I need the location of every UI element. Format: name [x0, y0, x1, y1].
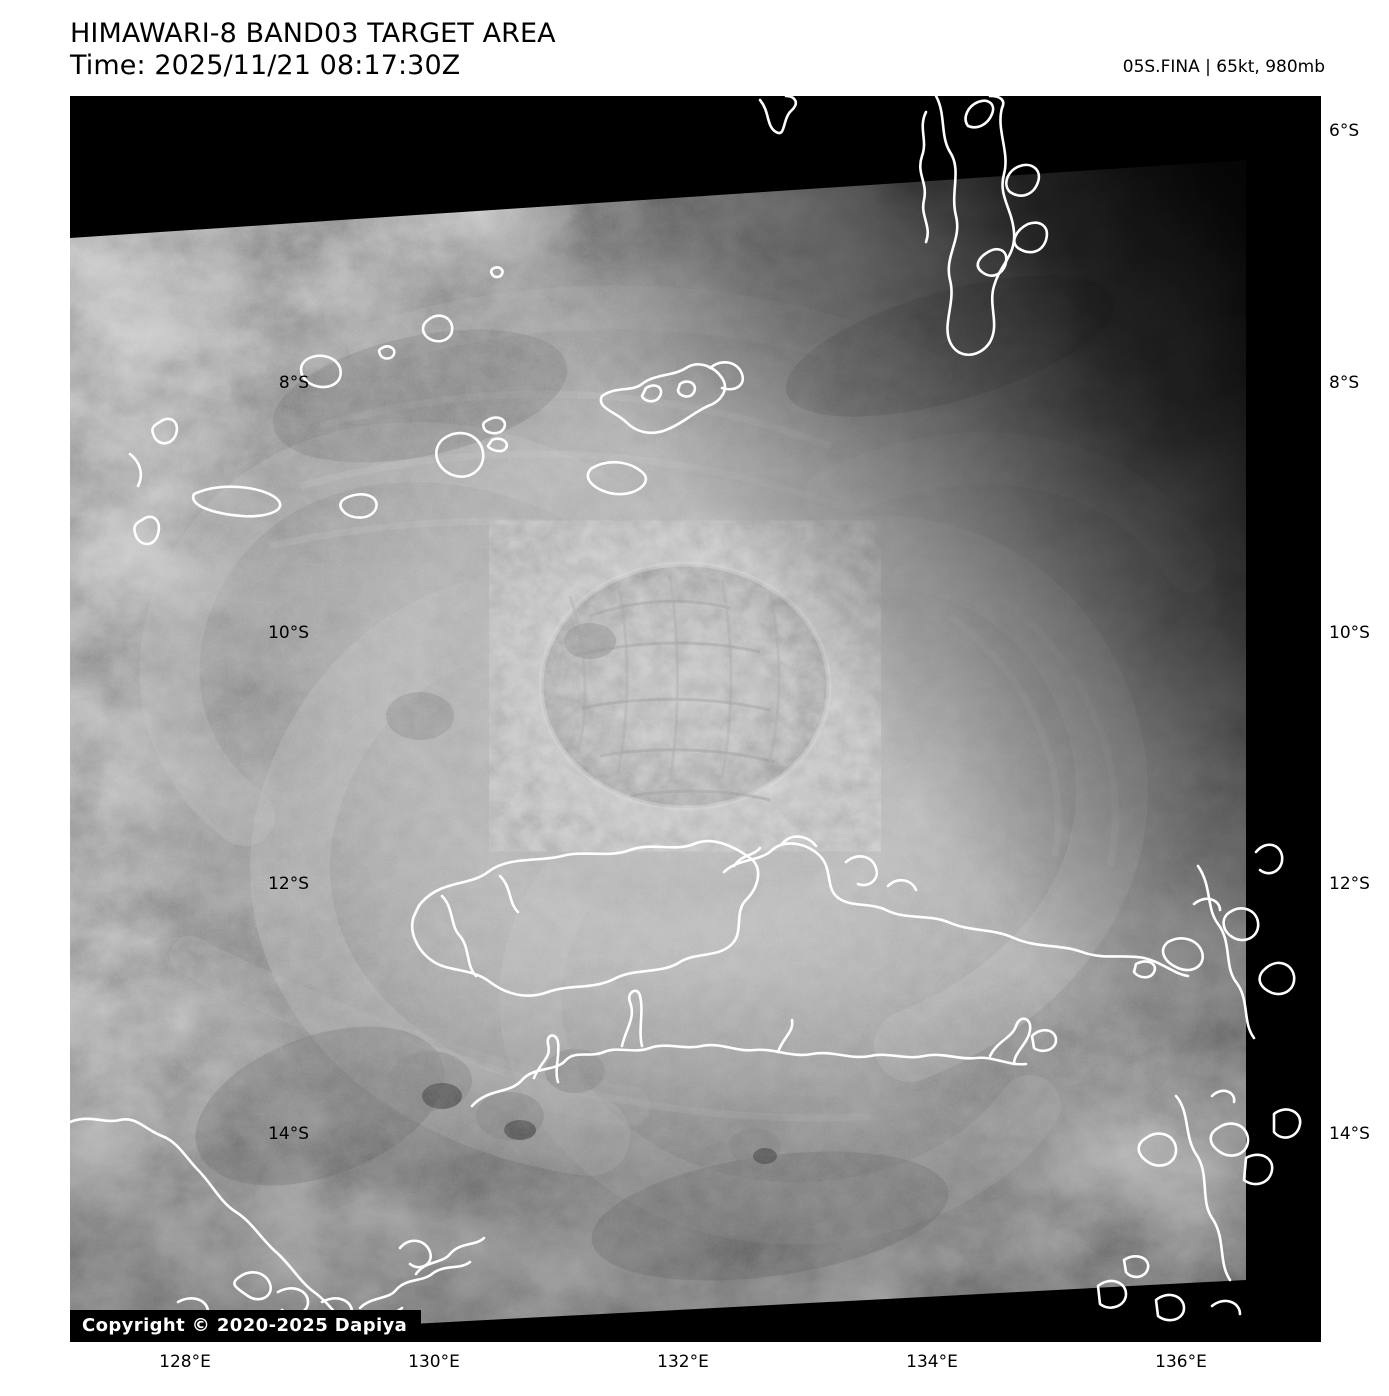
- lon-tick-134e: 134°E: [906, 1352, 958, 1372]
- lat-tick-right-12s: 12°S: [1329, 874, 1370, 894]
- product-title: HIMAWARI-8 BAND03 TARGET AREA: [70, 18, 556, 49]
- storm-info-label: 05S.FINA | 65kt, 980mb: [1122, 57, 1325, 77]
- lat-tick-left-6s: 6°S: [278, 121, 309, 141]
- lat-tick-right-8s: 8°S: [1329, 373, 1360, 393]
- imagery-swath: [70, 158, 1246, 1342]
- lon-tick-128e: 128°E: [159, 1352, 211, 1372]
- copyright-notice: Copyright © 2020-2025 Dapiya: [70, 1310, 422, 1342]
- swath-right-margin: [1246, 96, 1321, 1342]
- lat-tick-left-12s: 12°S: [268, 874, 309, 894]
- page-title: HIMAWARI-8 BAND03 TARGET AREA Time: 2025…: [70, 18, 556, 82]
- satellite-plot-area: [70, 96, 1321, 1342]
- lat-tick-right-6s: 6°S: [1329, 121, 1360, 141]
- observation-time: Time: 2025/11/21 08:17:30Z: [70, 49, 461, 81]
- swath-top-margin: [70, 96, 1321, 238]
- lon-tick-130e: 130°E: [408, 1352, 460, 1372]
- himawari-band03-imagery: [70, 96, 1321, 1342]
- lat-tick-left-10s: 10°S: [268, 623, 309, 643]
- lon-tick-132e: 132°E: [657, 1352, 709, 1372]
- coastline-overlay: [70, 96, 1302, 1332]
- lat-tick-right-10s: 10°S: [1329, 623, 1370, 643]
- bottom-shading: [70, 158, 1246, 1342]
- lat-tick-left-14s: 14°S: [268, 1124, 309, 1144]
- lat-tick-right-14s: 14°S: [1329, 1124, 1370, 1144]
- lat-tick-left-8s: 8°S: [278, 373, 309, 393]
- lon-tick-136e: 136°E: [1155, 1352, 1207, 1372]
